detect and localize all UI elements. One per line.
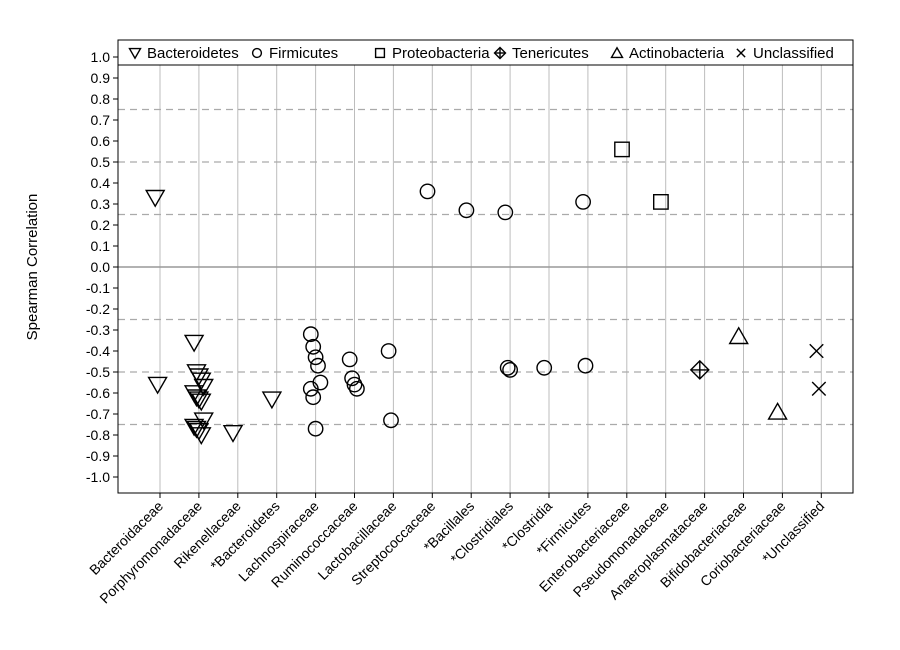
data-point-bacteroidetes bbox=[186, 389, 207, 408]
legend-marker-proteobacteria bbox=[374, 47, 386, 59]
y-tick-label: -0.1 bbox=[86, 280, 110, 296]
y-tick-label: -0.5 bbox=[86, 364, 110, 380]
data-point-firmicutes bbox=[497, 204, 514, 221]
legend-label-actinobacteria: Actinobacteria bbox=[629, 45, 725, 62]
y-tick-label: 0.1 bbox=[91, 238, 111, 254]
y-tick-label: 1.0 bbox=[91, 49, 111, 65]
data-point-firmicutes bbox=[502, 361, 518, 378]
y-tick-label: 0.3 bbox=[91, 196, 111, 212]
data-point-firmicutes bbox=[383, 412, 399, 429]
x-axis-ticks: BacteroidaceaePorphyromonadaceaeRikenell… bbox=[86, 493, 827, 607]
y-tick-label: -0.7 bbox=[86, 406, 110, 422]
y-tick-label: 0.8 bbox=[91, 91, 111, 107]
data-point-firmicutes bbox=[499, 359, 516, 376]
data-point-firmicutes bbox=[307, 420, 324, 437]
y-tick-label: 0.4 bbox=[91, 175, 111, 191]
data-point-actinobacteria bbox=[728, 326, 749, 345]
data-point-firmicutes bbox=[577, 357, 594, 374]
legend-marker-tenericutes bbox=[493, 46, 507, 60]
y-tick-label: -0.3 bbox=[86, 322, 110, 338]
legend-label-tenericutes: Tenericutes bbox=[512, 45, 589, 62]
data-point-firmicutes bbox=[344, 370, 360, 387]
y-tick-label: 0.2 bbox=[91, 217, 111, 233]
data-point-firmicutes bbox=[346, 376, 363, 393]
data-point-bacteroidetes bbox=[191, 372, 212, 391]
data-point-bacteroidetes bbox=[261, 391, 283, 410]
data-point-bacteroidetes bbox=[191, 393, 212, 412]
data-point-bacteroidetes bbox=[147, 376, 168, 395]
data-point-firmicutes bbox=[305, 338, 322, 355]
y-tick-label: -0.6 bbox=[86, 385, 110, 401]
data-point-firmicutes bbox=[458, 202, 475, 219]
data-point-bacteroidetes bbox=[144, 189, 166, 208]
data-point-firmicutes bbox=[536, 359, 553, 376]
y-tick-label: 0.7 bbox=[91, 112, 111, 128]
data-points bbox=[144, 141, 827, 445]
data-point-firmicutes bbox=[380, 343, 397, 359]
data-point-firmicutes bbox=[348, 380, 365, 397]
legend-marker-firmicutes bbox=[251, 47, 263, 59]
data-point-bacteroidetes bbox=[188, 391, 210, 410]
legend-label-proteobacteria: Proteobacteria bbox=[392, 45, 490, 62]
y-tick-label: 0.6 bbox=[91, 133, 111, 149]
y-tick-label: 0.9 bbox=[91, 70, 111, 86]
legend-label-unclassified: Unclassified bbox=[753, 45, 834, 62]
legend-marker-actinobacteria bbox=[610, 46, 624, 59]
data-point-firmicutes bbox=[302, 380, 319, 397]
legend-marker-bacteroidetes bbox=[128, 47, 142, 60]
legend: Bacteroidetes Firmicutes Proteobacteria Ten… bbox=[117, 39, 854, 66]
data-point-bacteroidetes bbox=[191, 427, 212, 445]
data-point-actinobacteria bbox=[767, 401, 788, 420]
data-point-firmicutes bbox=[302, 326, 319, 343]
legend-box bbox=[117, 39, 854, 66]
data-point-bacteroidetes bbox=[193, 378, 214, 397]
reference-lines bbox=[118, 108, 853, 426]
data-point-firmicutes bbox=[310, 357, 326, 374]
legend-marker-unclassified bbox=[736, 48, 746, 58]
data-point-bacteroidetes bbox=[222, 425, 244, 443]
legend-label-firmicutes: Firmicutes bbox=[269, 45, 338, 62]
y-tick-label: -0.2 bbox=[86, 301, 110, 317]
y-tick-label: -0.8 bbox=[86, 427, 110, 443]
y-tick-label: -0.9 bbox=[86, 448, 110, 464]
y-tick-label: -0.4 bbox=[86, 343, 110, 359]
data-point-bacteroidetes bbox=[186, 420, 207, 439]
y-axis-ticks: 1.0 0.9 0.8 0.7 0.6 0.5 0.4 0.3 0.2 0.1 0.0 -0.1 -0.… bbox=[86, 49, 118, 485]
data-point-firmicutes bbox=[307, 349, 324, 366]
data-point-proteobacteria bbox=[653, 193, 669, 210]
data-point-firmicutes bbox=[419, 183, 436, 200]
legend-label-bacteroidetes: Bacteroidetes bbox=[147, 45, 239, 62]
y-tick-label: 0.5 bbox=[91, 154, 111, 170]
data-point-tenericutes bbox=[689, 359, 710, 380]
data-point-bacteroidetes bbox=[183, 334, 205, 353]
y-tick-label: -1.0 bbox=[86, 469, 110, 485]
data-point-unclassified bbox=[811, 381, 827, 397]
data-point-firmicutes bbox=[341, 351, 358, 368]
data-point-proteobacteria bbox=[614, 141, 630, 158]
data-point-unclassified bbox=[809, 343, 824, 359]
y-axis-label: Spearman Correlation bbox=[24, 194, 41, 341]
data-point-firmicutes bbox=[305, 389, 322, 406]
y-tick-label: 0.0 bbox=[91, 259, 111, 275]
data-point-firmicutes bbox=[575, 193, 591, 210]
